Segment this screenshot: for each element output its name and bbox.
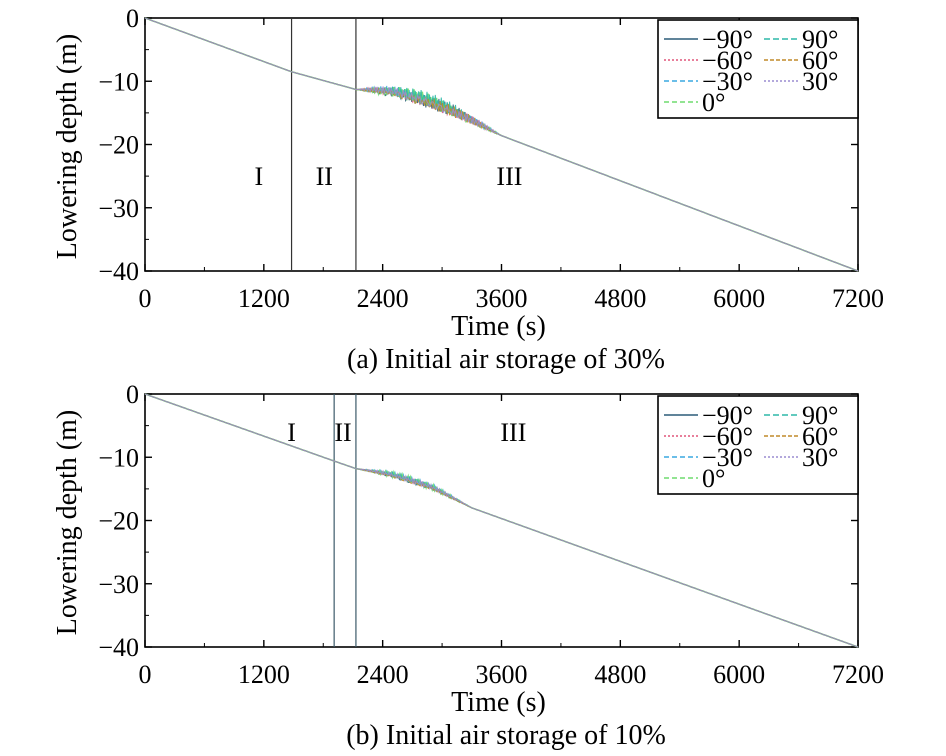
y-tick-label: −30	[98, 194, 139, 223]
x-axis-label: Time (s)	[451, 311, 546, 342]
x-tick-label: 4800	[594, 284, 646, 313]
y-tick-label: −40	[98, 633, 139, 662]
y-tick-label: −10	[98, 443, 139, 472]
legend-label-7: 30°	[802, 443, 838, 472]
series-line-7	[144, 17, 859, 272]
legend-label-3: −30°	[702, 67, 753, 96]
region-label: III	[500, 418, 526, 447]
legend-label-7: 30°	[802, 67, 838, 96]
x-tick-label: 2400	[357, 660, 409, 689]
x-tick-label: 6000	[713, 284, 765, 313]
legend: −90°−60°−30°0° 90°60°30°	[657, 19, 859, 119]
legend-label-6: 60°	[802, 46, 838, 75]
x-tick-label: 3600	[476, 284, 528, 313]
y-tick-label: −30	[98, 570, 139, 599]
y-tick-label: 0	[126, 380, 139, 409]
region-label: I	[255, 162, 264, 191]
legend: −90°−60°−30°0° 90°60°30°	[657, 395, 859, 495]
x-tick-label: 1200	[238, 284, 290, 313]
x-tick-label: 4800	[594, 660, 646, 689]
y-tick-label: −40	[98, 257, 139, 286]
legend-label-4: 0°	[702, 88, 725, 117]
y-tick-label: 0	[126, 4, 139, 33]
figure-caption: (a) Initial air storage of 30%	[347, 344, 665, 375]
legend-label-2: −60°	[702, 422, 753, 451]
y-tick-label: −20	[98, 507, 139, 536]
region-label: III	[496, 162, 522, 191]
legend-label-4: 0°	[702, 464, 725, 493]
x-tick-label: 0	[139, 660, 152, 689]
y-axis-label: Lowering depth (m)	[52, 34, 83, 260]
chart-panel-b: 0 1200 2400 3600 4800 6000 7200 0 −10 −20 −30 −40 Ti…	[52, 380, 884, 751]
region-label: I	[287, 418, 296, 447]
x-tick-label: 7200	[832, 660, 884, 689]
x-tick-label: 7200	[832, 284, 884, 313]
legend-label-1: −90°	[702, 25, 753, 54]
legend-label-1: −90°	[702, 401, 753, 430]
legend-label-2: −60°	[702, 46, 753, 75]
x-tick-label: 3600	[476, 660, 528, 689]
series-line-7	[144, 393, 859, 648]
legend-label-5: 90°	[802, 401, 838, 430]
chart-panel-a: 0 1200 2400 3600 4800 6000 7200 0 −10 −20 −30 −40 Ti…	[52, 4, 884, 375]
x-axis-label: Time (s)	[451, 687, 546, 718]
legend-label-6: 60°	[802, 422, 838, 451]
legend-label-5: 90°	[802, 25, 838, 54]
x-tick-label: 2400	[357, 284, 409, 313]
region-label: II	[334, 418, 351, 447]
legend-label-3: −30°	[702, 443, 753, 472]
x-tick-label: 1200	[238, 660, 290, 689]
y-axis-label: Lowering depth (m)	[52, 410, 83, 636]
figure-caption: (b) Initial air storage of 10%	[346, 720, 666, 751]
region-label: II	[316, 162, 333, 191]
x-tick-label: 0	[139, 284, 152, 313]
y-tick-label: −10	[98, 67, 139, 96]
y-tick-label: −20	[98, 131, 139, 160]
x-tick-label: 6000	[713, 660, 765, 689]
